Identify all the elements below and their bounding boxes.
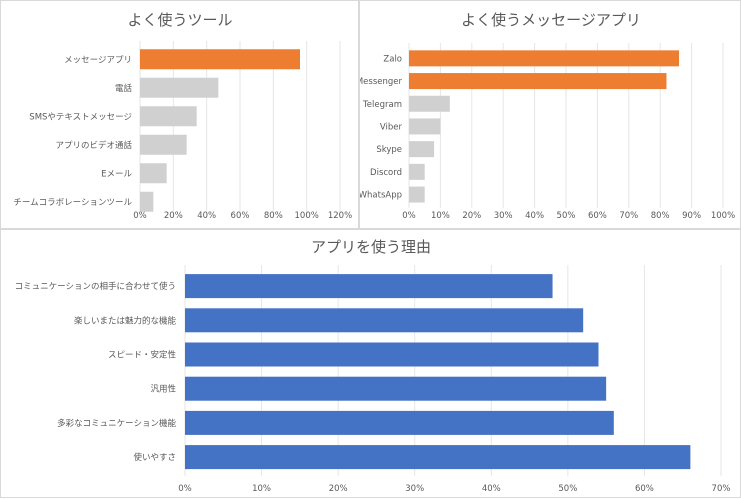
chart-apps-bar	[409, 163, 425, 180]
chart-tools-category-label: チームコラボレーションツール	[13, 198, 132, 208]
chart-reasons-tick-label: 10%	[252, 484, 271, 494]
chart-apps-category-label: Messenger	[360, 77, 402, 87]
chart-tools-category-label: SMSやテキストメッセージ	[29, 112, 132, 122]
chart-reasons-bar	[185, 445, 691, 470]
chart-reasons-title: アプリを使う理由	[311, 238, 431, 256]
chart-tools-bar	[140, 134, 187, 155]
chart-panel-reasons: アプリを使う理由 0% 10% 20% 30% 40% 50% 60% 70% コミュニケーション…	[0, 229, 741, 498]
chart-apps-bar	[409, 73, 667, 90]
chart-reasons-bar	[185, 342, 599, 367]
chart-reasons-tick-label: 40%	[482, 484, 501, 494]
chart-apps-bar	[409, 141, 435, 158]
chart-apps-bar	[409, 50, 680, 67]
chart-reasons-bar	[185, 376, 607, 401]
chart-apps-category-label: Skype	[376, 145, 402, 155]
chart-apps-category-label: Viber	[380, 122, 403, 132]
chart-apps-tick-label: 20%	[462, 211, 481, 221]
chart-apps-svg: よく使うメッセージアプリ 0% 10% 20% 30% 40% 50% 60% 70% 80% 90…	[360, 11, 735, 221]
chart-apps-tick-label: 90%	[682, 211, 701, 221]
chart-reasons-tick-label: 0%	[178, 484, 192, 494]
chart-tools-bar	[140, 106, 197, 127]
chart-reasons-tick-label: 70%	[712, 484, 731, 494]
chart-tools-tick-label: 120%	[328, 211, 352, 221]
chart-apps-category-label: Telegram	[362, 100, 402, 110]
chart-reasons-tick-label: 20%	[329, 484, 348, 494]
chart-tools-tick-label: 40%	[197, 211, 216, 221]
chart-tools-tick-label: 60%	[231, 211, 250, 221]
chart-tools-tick-label: 80%	[264, 211, 283, 221]
chart-reasons-tick-label: 60%	[635, 484, 654, 494]
chart-tools-bar	[140, 77, 219, 98]
chart-tools-category-label: Eメール	[101, 169, 132, 179]
chart-panel-apps: よく使うメッセージアプリ 0% 10% 20% 30% 40% 50% 60% 70% 80% 90…	[359, 0, 741, 229]
chart-reasons-tick-label: 50%	[558, 484, 577, 494]
chart-tools-bar	[140, 49, 300, 70]
chart-apps-bar	[409, 118, 441, 135]
chart-apps-category-label: Zalo	[383, 54, 402, 64]
chart-tools-category-label: 電話	[115, 83, 133, 94]
chart-apps-category-label: WhatsApp	[360, 191, 402, 201]
chart-panel-tools: よく使うツール 0% 20% 40% 60% 80% 100% 120% メッセージアプリ電話 S…	[0, 0, 359, 229]
chart-apps-bar	[409, 95, 450, 112]
chart-reasons-category-label: スピード・安定性	[108, 350, 177, 361]
chart-reasons-tick-label: 30%	[405, 484, 424, 494]
chart-tools-bar	[140, 191, 154, 212]
chart-tools-tick-label: 0%	[133, 211, 147, 221]
chart-apps-tick-label: 80%	[651, 211, 670, 221]
chart-tools-title: よく使うツール	[127, 11, 232, 29]
chart-tools-category-label: アプリのビデオ通話	[55, 140, 132, 151]
chart-reasons-category-label: 多彩なコミュニケーション機能	[57, 418, 176, 429]
chart-apps-tick-label: 50%	[557, 211, 576, 221]
chart-reasons-category-label: 楽しいまたは魅力的な機能	[74, 315, 177, 326]
chart-apps-bar	[409, 186, 425, 203]
chart-tools-tick-label: 20%	[164, 211, 183, 221]
chart-reasons-category-label: 汎用性	[150, 384, 176, 395]
chart-tools-bar	[140, 163, 167, 184]
chart-reasons-category-label: 使いやすさ	[133, 452, 176, 463]
chart-reasons-bar	[185, 274, 553, 299]
chart-reasons-bar	[185, 410, 614, 435]
chart-reasons-category-label: コミュニケーションの相手に合わせて使う	[15, 281, 176, 292]
chart-apps-tick-label: 40%	[525, 211, 544, 221]
chart-apps-tick-label: 60%	[588, 211, 607, 221]
chart-apps-tick-label: 10%	[431, 211, 450, 221]
chart-tools-category-label: メッセージアプリ	[64, 55, 132, 65]
chart-apps-tick-label: 30%	[494, 211, 513, 221]
chart-apps-title: よく使うメッセージアプリ	[461, 11, 641, 29]
chart-tools-tick-label: 100%	[295, 211, 319, 221]
chart-apps-category-label: Discord	[370, 168, 402, 178]
chart-reasons-bar	[185, 308, 584, 333]
chart-apps-tick-label: 100%	[711, 211, 735, 221]
chart-apps-tick-label: 0%	[402, 211, 416, 221]
chart-apps-tick-label: 70%	[619, 211, 638, 221]
chart-reasons-svg: アプリを使う理由 0% 10% 20% 30% 40% 50% 60% 70% コミュニケーション…	[15, 238, 731, 494]
